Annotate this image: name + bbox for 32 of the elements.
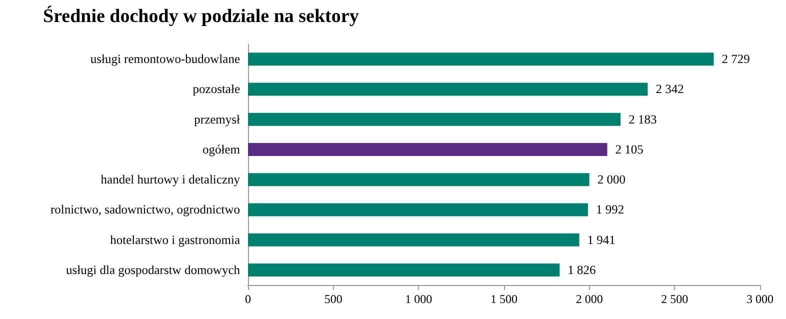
data-label: 2 729 [722,52,750,66]
bar [248,263,560,276]
bar [248,52,714,66]
data-label: 2 342 [656,82,684,96]
x-tick-label: 500 [324,292,342,306]
x-tick-label: 2 500 [661,292,688,306]
data-label: 2 000 [597,172,626,187]
y-tick-label: ogółem [202,142,240,156]
y-tick-label: rolnictwo, sadownictwo, ogrodnictwo [50,202,240,217]
bar [248,233,580,246]
bar [248,142,608,156]
y-tick-label: pozostałe [192,82,240,96]
chart-title: Średnie dochody w podziale na sektory [43,5,360,27]
x-tick-label: 0 [245,292,251,306]
x-tick-label: 1 000 [405,292,432,306]
data-label: 1 826 [568,262,596,277]
y-tick-label: usługi dla gospodarstw domowych [66,262,241,277]
bar [248,82,648,96]
y-tick-label: usługi remontowo-budowlane [90,52,240,66]
data-label: 1 992 [596,202,624,217]
data-label: 2 105 [615,142,644,156]
x-tick-label: 1 500 [490,292,518,306]
x-tick-label: 3 000 [746,292,774,306]
bar [248,173,590,186]
y-tick-label: przemysł [194,112,241,126]
y-tick-label: hotelarstwo i gastronomia [110,232,240,247]
x-tick-label: 2 000 [576,292,603,306]
data-label: 1 941 [587,232,616,247]
y-tick-label: handel hurtowy i detaliczny [100,172,241,187]
bar [248,112,621,126]
data-label: 2 183 [628,112,657,126]
bar [248,203,588,216]
